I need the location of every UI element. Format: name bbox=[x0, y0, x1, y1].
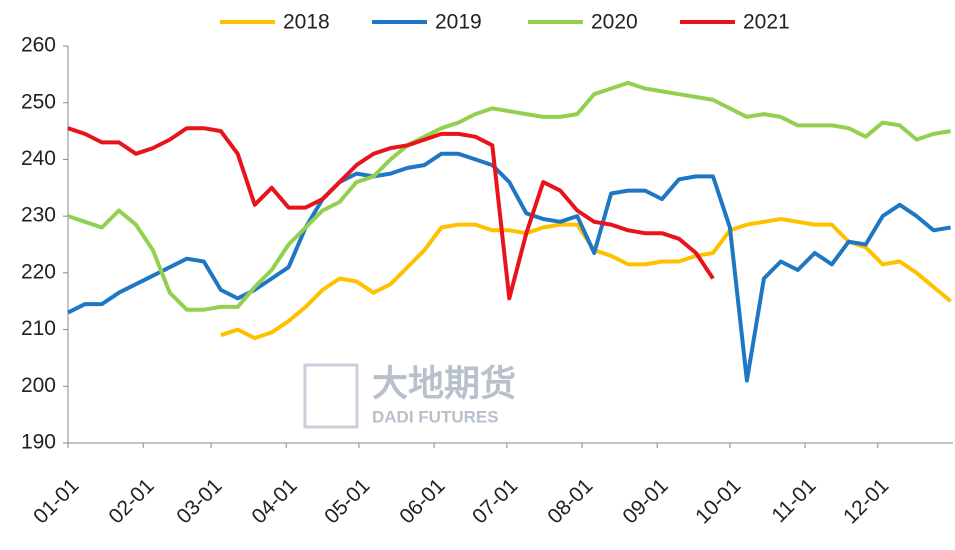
x-tick-label: 06-01 bbox=[395, 474, 449, 528]
y-tick-label: 200 bbox=[21, 374, 56, 397]
series-line bbox=[67, 126, 715, 301]
y-tick-label: 210 bbox=[21, 317, 56, 340]
x-tick-label: 02-01 bbox=[104, 474, 158, 528]
x-tick-label: 12-01 bbox=[839, 474, 893, 528]
legend-label: 2019 bbox=[435, 11, 482, 34]
y-tick-label: 240 bbox=[21, 147, 56, 170]
y-tick-label: 190 bbox=[21, 431, 56, 454]
y-tick-label: 250 bbox=[21, 90, 56, 113]
x-tick-label: 07-01 bbox=[468, 474, 522, 528]
watermark-logo bbox=[303, 363, 359, 429]
x-tick-label: 03-01 bbox=[172, 474, 226, 528]
legend-label: 2021 bbox=[743, 11, 790, 34]
x-tick-label: 10-01 bbox=[691, 474, 745, 528]
series-line bbox=[67, 80, 951, 312]
x-tick-label: 09-01 bbox=[618, 474, 672, 528]
watermark-cn: 大地期货 bbox=[372, 363, 516, 404]
x-tick-label: 11-01 bbox=[767, 474, 820, 527]
y-tick-label: 230 bbox=[21, 204, 56, 227]
x-tick-label: 01-01 bbox=[29, 474, 83, 528]
y-tick-label: 220 bbox=[21, 260, 56, 283]
x-tick-label: 08-01 bbox=[543, 474, 597, 528]
x-tick-label: 04-01 bbox=[247, 474, 301, 528]
watermark-en: DADI FUTURES bbox=[372, 407, 499, 426]
x-tick-label: 05-01 bbox=[320, 474, 374, 528]
legend-label: 2018 bbox=[283, 11, 330, 34]
series-line bbox=[67, 151, 951, 383]
legend-label: 2020 bbox=[591, 11, 638, 34]
y-tick-label: 260 bbox=[21, 34, 56, 57]
